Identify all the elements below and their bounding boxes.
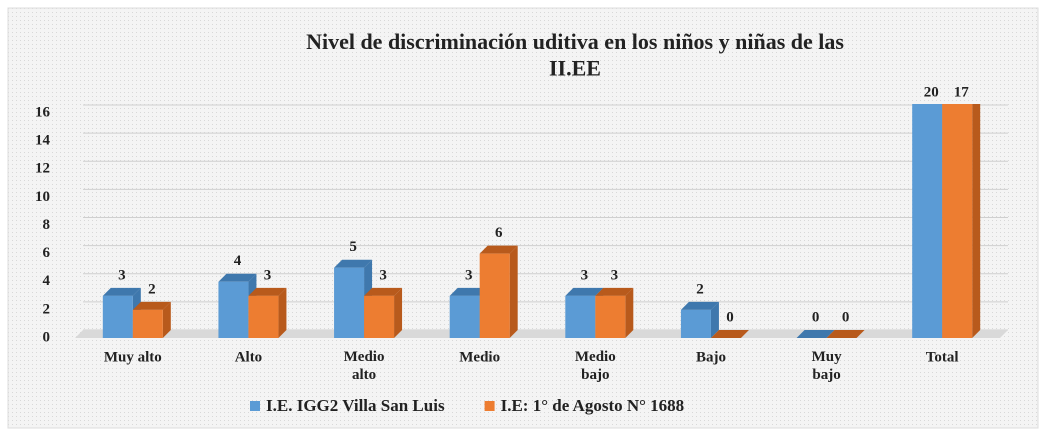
y-tick-label: 0: [43, 329, 51, 345]
y-tick-label: 10: [35, 189, 50, 205]
bar-side: [710, 301, 719, 338]
data-label: 3: [118, 267, 126, 283]
y-tick-label: 14: [35, 133, 51, 149]
floor: [75, 330, 1008, 338]
bar-front: [364, 295, 395, 338]
data-label: 17: [954, 84, 970, 100]
data-label: 0: [726, 309, 734, 325]
bar-front: [912, 104, 943, 338]
bar: [680, 301, 719, 338]
bar-front: [218, 281, 249, 338]
data-label: 4: [234, 253, 242, 269]
bar-front: [102, 295, 133, 338]
bar-top: [595, 287, 634, 296]
bar-side: [394, 287, 403, 338]
data-label: 2: [696, 281, 704, 297]
bar-front: [248, 295, 279, 338]
bar-top: [132, 301, 171, 310]
bar-top: [479, 245, 518, 254]
bar-top: [565, 287, 604, 296]
y-tick-label: 2: [43, 301, 51, 317]
bar-front: [334, 267, 365, 338]
bar-side: [509, 245, 518, 338]
bar-front: [132, 309, 163, 338]
bar-top: [680, 301, 719, 310]
bar: [595, 287, 634, 338]
bar: [942, 104, 981, 338]
bar-front: [449, 295, 480, 338]
x-tick-label: Bajo: [696, 349, 726, 365]
data-label: 3: [264, 267, 272, 283]
bar: [796, 330, 835, 338]
data-label: 6: [495, 225, 503, 241]
bar-top: [796, 330, 835, 338]
x-tick-label: Medio alto: [344, 349, 385, 383]
x-tick-label: Total: [926, 349, 959, 365]
data-label: 3: [465, 267, 473, 283]
bar-front: [479, 253, 510, 338]
chart-title: Nivel de discriminación uditiva en los n…: [306, 29, 844, 80]
data-label: 3: [611, 267, 619, 283]
legend-swatch: [250, 401, 260, 411]
bar-top: [102, 287, 141, 296]
y-tick-label: 6: [43, 245, 51, 261]
bar: [710, 330, 749, 338]
bar-side: [278, 287, 287, 338]
bar-side: [972, 104, 981, 338]
legend-label: I.E: 1° de Agosto N° 1688: [501, 396, 685, 415]
bar: [826, 330, 865, 338]
y-tick-label: 4: [43, 273, 51, 289]
data-label: 2: [148, 281, 156, 297]
bar: [102, 287, 141, 338]
y-tick-label: 8: [43, 217, 51, 233]
x-tick-label: Muy alto: [104, 349, 162, 365]
legend-label: I.E. IGG2 Villa San Luis: [266, 396, 445, 415]
bar: [132, 301, 171, 338]
bar-side: [625, 287, 634, 338]
bar: [479, 245, 518, 338]
bar-front: [565, 295, 596, 338]
bar-top: [710, 330, 749, 338]
bar-front: [680, 309, 711, 338]
x-tick-label: Medio bajo: [575, 349, 616, 383]
y-tick-label: 12: [35, 161, 50, 177]
data-label: 5: [349, 239, 357, 255]
x-tick-label: Medio: [459, 349, 500, 365]
bar-side: [162, 301, 171, 338]
y-tick-label: 16: [35, 104, 51, 120]
x-tick-label: Muy bajo: [812, 349, 843, 383]
bar-front: [942, 104, 973, 338]
data-label: 0: [842, 309, 850, 325]
legend-swatch: [484, 401, 495, 411]
bar: [364, 287, 403, 338]
data-label: 3: [379, 267, 387, 283]
bar-top: [364, 287, 403, 296]
bar-top: [334, 259, 373, 268]
bars: [102, 104, 981, 338]
data-label: 0: [812, 309, 820, 325]
bar-top: [248, 287, 287, 296]
x-tick-label: Alto: [235, 349, 263, 365]
data-label: 3: [581, 267, 589, 283]
bar-front: [595, 295, 626, 338]
bar-top: [218, 273, 257, 282]
bar: [248, 287, 287, 338]
bar-top: [826, 330, 865, 338]
bar-top: [449, 287, 488, 296]
data-label: 20: [924, 84, 939, 100]
